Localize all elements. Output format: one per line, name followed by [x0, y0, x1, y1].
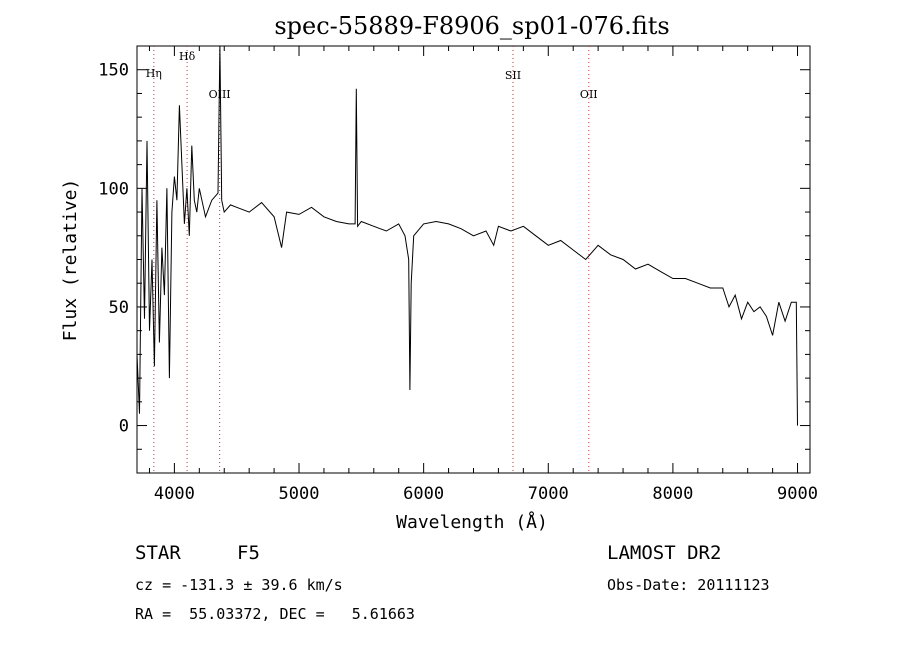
spectral-line-label: Hδ — [179, 50, 196, 63]
spectrum-series-line — [136, 45, 798, 426]
coordinates: RA = 55.03372, DEC = 5.61663 — [135, 605, 415, 623]
x-tick-label: 6000 — [403, 484, 444, 504]
x-tick-label: 9000 — [777, 484, 818, 504]
plot-frame — [136, 45, 811, 474]
redshift-cz: cz = -131.3 ± 39.6 km/s — [135, 576, 343, 594]
x-axis-label: Wavelength (Å) — [396, 511, 548, 533]
y-tick-label: 0 — [119, 417, 129, 437]
y-tick-label: 50 — [109, 298, 129, 318]
survey-name: LAMOST DR2 — [607, 542, 722, 564]
chart-title: spec-55889-F8906_sp01-076.fits — [274, 12, 669, 40]
x-axis-ticks: 4000 5000 6000 7000 8000 9000 — [148, 46, 818, 504]
x-tick-label: 4000 — [154, 484, 195, 504]
observation-date: Obs-Date: 20111123 — [607, 576, 770, 594]
y-axis-ticks: 0 50 100 150 — [98, 45, 810, 474]
x-tick-label: 5000 — [279, 484, 320, 504]
spectral-line-label: SII — [505, 69, 521, 82]
spectral-line-label: Hη — [146, 67, 162, 80]
y-tick-label: 150 — [98, 61, 129, 81]
y-axis-label: Flux (relative) — [60, 179, 81, 342]
x-tick-label: 7000 — [528, 484, 569, 504]
x-tick-label: 8000 — [652, 484, 693, 504]
spectral-line-label: OII — [580, 88, 598, 101]
object-type: STAR — [135, 542, 181, 564]
object-subclass: F5 — [237, 542, 260, 564]
y-tick-label: 100 — [98, 179, 129, 199]
